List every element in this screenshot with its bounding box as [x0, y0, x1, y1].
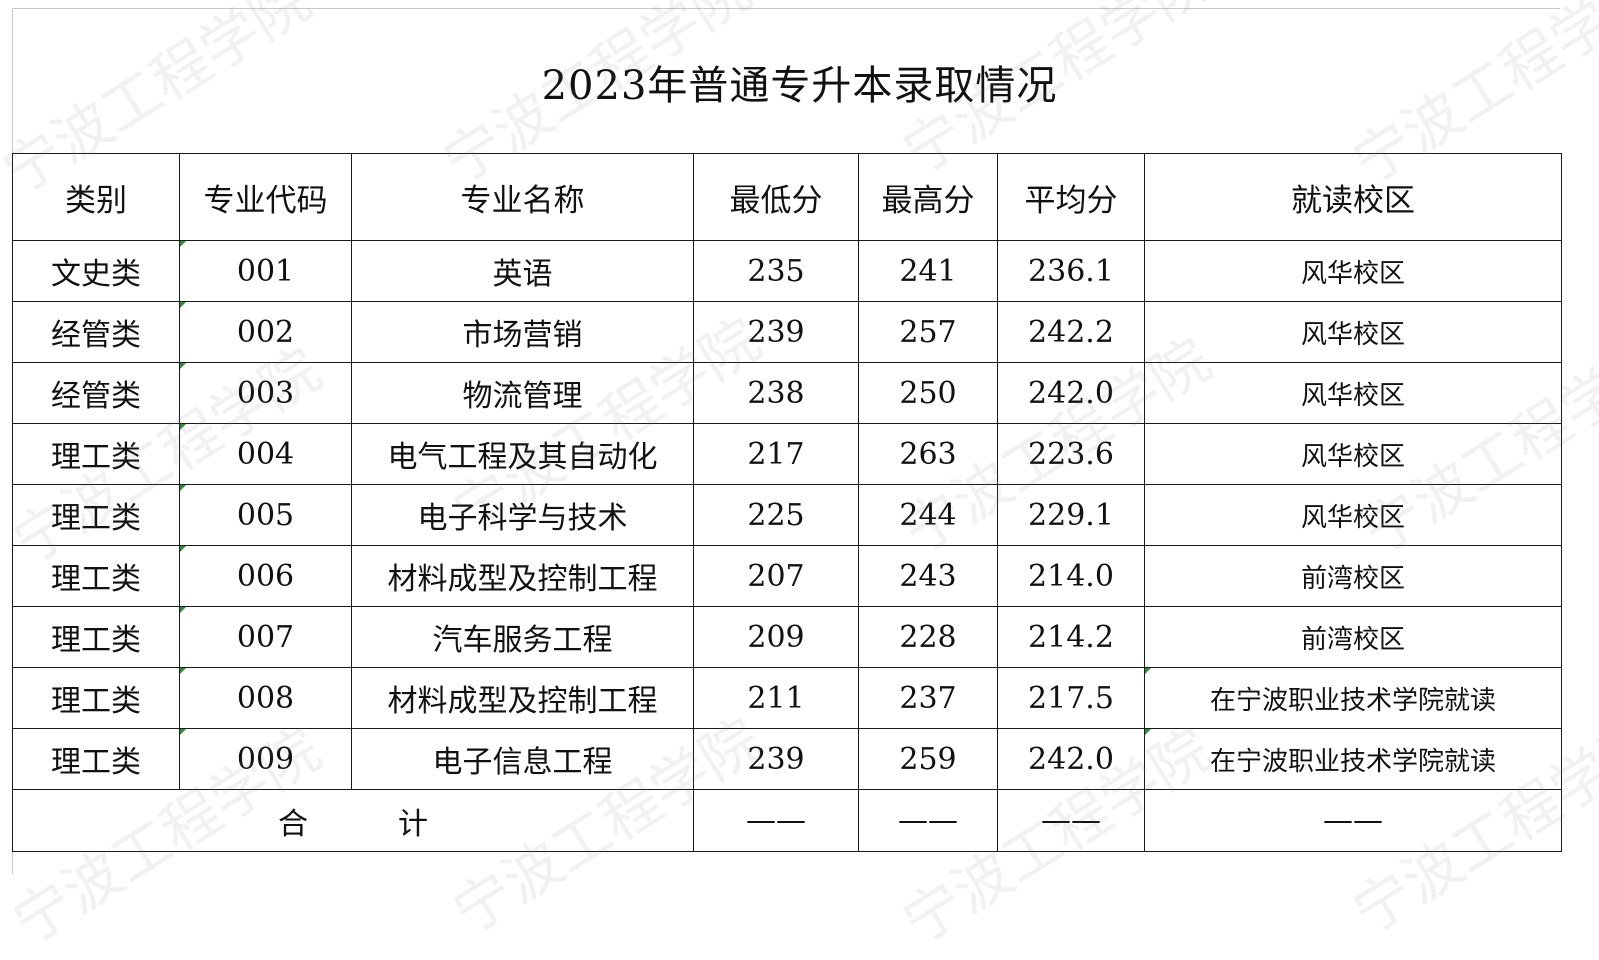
code-cell: 006 [179, 545, 352, 607]
cell-marker [180, 485, 186, 491]
avg-score-cell: 214.2 [997, 606, 1145, 668]
code-cell: 001 [179, 240, 352, 302]
campus-cell: 在宁波职业技术学院就读 [1144, 728, 1562, 790]
header-row: 类别 专业代码 专业名称 最低分 最高分 平均分 就读校区 [12, 153, 1562, 241]
avg-score-cell: 242.2 [997, 301, 1145, 363]
cell-marker [180, 363, 186, 369]
avg-score-cell: 223.6 [997, 423, 1145, 485]
major-cell: 英语 [351, 240, 694, 302]
cell-marker [180, 729, 186, 735]
page-title: 2023年普通专升本录取情况 [541, 63, 1058, 109]
max-score-cell: 244 [858, 484, 998, 546]
campus-cell: 风华校区 [1144, 484, 1562, 546]
table-row: 理工类 004 电气工程及其自动化 217 263 223.6 风华校区 [12, 423, 1562, 485]
header-avg: 平均分 [997, 153, 1145, 241]
table-row: 文史类 001 英语 235 241 236.1 风华校区 [12, 240, 1562, 302]
total-max: —— [858, 789, 998, 852]
header-code: 专业代码 [179, 153, 352, 241]
major-cell: 材料成型及控制工程 [351, 667, 694, 729]
category-cell: 理工类 [12, 728, 180, 790]
min-score-cell: 207 [693, 545, 859, 607]
code-cell: 003 [179, 362, 352, 424]
category-cell: 理工类 [12, 545, 180, 607]
min-score-cell: 209 [693, 606, 859, 668]
header-major: 专业名称 [351, 153, 694, 241]
min-score-cell: 217 [693, 423, 859, 485]
avg-score-cell: 217.5 [997, 667, 1145, 729]
category-cell: 理工类 [12, 606, 180, 668]
category-cell: 理工类 [12, 423, 180, 485]
major-cell: 物流管理 [351, 362, 694, 424]
code-cell: 002 [179, 301, 352, 363]
major-cell: 市场营销 [351, 301, 694, 363]
max-score-cell: 257 [858, 301, 998, 363]
category-cell: 经管类 [12, 362, 180, 424]
min-score-cell: 211 [693, 667, 859, 729]
cell-marker [180, 546, 186, 552]
min-score-cell: 225 [693, 484, 859, 546]
min-score-cell: 239 [693, 728, 859, 790]
avg-score-cell: 242.0 [997, 362, 1145, 424]
table-row: 理工类 008 材料成型及控制工程 211 237 217.5 在宁波职业技术学院就读 [12, 667, 1562, 729]
max-score-cell: 250 [858, 362, 998, 424]
header-campus: 就读校区 [1144, 153, 1562, 241]
cell-marker [1145, 729, 1151, 735]
max-score-cell: 243 [858, 545, 998, 607]
max-score-cell: 228 [858, 606, 998, 668]
major-cell: 电子科学与技术 [351, 484, 694, 546]
table-row: 理工类 009 电子信息工程 239 259 242.0 在宁波职业技术学院就读 [12, 728, 1562, 790]
major-cell: 材料成型及控制工程 [351, 545, 694, 607]
campus-cell: 前湾校区 [1144, 545, 1562, 607]
total-campus: —— [1144, 789, 1562, 852]
table-row: 经管类 002 市场营销 239 257 242.2 风华校区 [12, 301, 1562, 363]
max-score-cell: 241 [858, 240, 998, 302]
avg-score-cell: 214.0 [997, 545, 1145, 607]
table-row: 经管类 003 物流管理 238 250 242.0 风华校区 [12, 362, 1562, 424]
cell-marker [180, 424, 186, 430]
admission-table: 类别 专业代码 专业名称 最低分 最高分 平均分 就读校区 文史类 001 英语 23… [12, 153, 1562, 852]
campus-cell: 风华校区 [1144, 301, 1562, 363]
major-cell: 电气工程及其自动化 [351, 423, 694, 485]
avg-score-cell: 229.1 [997, 484, 1145, 546]
total-min: —— [693, 789, 859, 852]
header-max: 最高分 [858, 153, 998, 241]
avg-score-cell: 242.0 [997, 728, 1145, 790]
code-cell: 004 [179, 423, 352, 485]
header-category: 类别 [12, 153, 180, 241]
cell-marker [180, 241, 186, 247]
major-cell: 汽车服务工程 [351, 606, 694, 668]
max-score-cell: 263 [858, 423, 998, 485]
min-score-cell: 238 [693, 362, 859, 424]
code-cell: 009 [179, 728, 352, 790]
category-cell: 理工类 [12, 484, 180, 546]
header-min: 最低分 [693, 153, 859, 241]
max-score-cell: 259 [858, 728, 998, 790]
code-cell: 005 [179, 484, 352, 546]
table-row: 理工类 007 汽车服务工程 209 228 214.2 前湾校区 [12, 606, 1562, 668]
campus-cell: 风华校区 [1144, 240, 1562, 302]
campus-cell: 风华校区 [1144, 423, 1562, 485]
campus-cell: 前湾校区 [1144, 606, 1562, 668]
category-cell: 经管类 [12, 301, 180, 363]
total-row: 合 计 —— —— —— —— [12, 789, 1562, 852]
code-cell: 007 [179, 606, 352, 668]
campus-cell: 在宁波职业技术学院就读 [1144, 667, 1562, 729]
total-avg: —— [997, 789, 1145, 852]
table-row: 理工类 005 电子科学与技术 225 244 229.1 风华校区 [12, 484, 1562, 546]
cell-marker [1145, 668, 1151, 674]
major-cell: 电子信息工程 [351, 728, 694, 790]
cell-marker [180, 607, 186, 613]
cell-marker [180, 668, 186, 674]
max-score-cell: 237 [858, 667, 998, 729]
code-cell: 008 [179, 667, 352, 729]
category-cell: 理工类 [12, 667, 180, 729]
cell-marker [180, 302, 186, 308]
category-cell: 文史类 [12, 240, 180, 302]
avg-score-cell: 236.1 [997, 240, 1145, 302]
min-score-cell: 239 [693, 301, 859, 363]
min-score-cell: 235 [693, 240, 859, 302]
table-row: 理工类 006 材料成型及控制工程 207 243 214.0 前湾校区 [12, 545, 1562, 607]
total-label: 合 计 [12, 789, 694, 852]
campus-cell: 风华校区 [1144, 362, 1562, 424]
